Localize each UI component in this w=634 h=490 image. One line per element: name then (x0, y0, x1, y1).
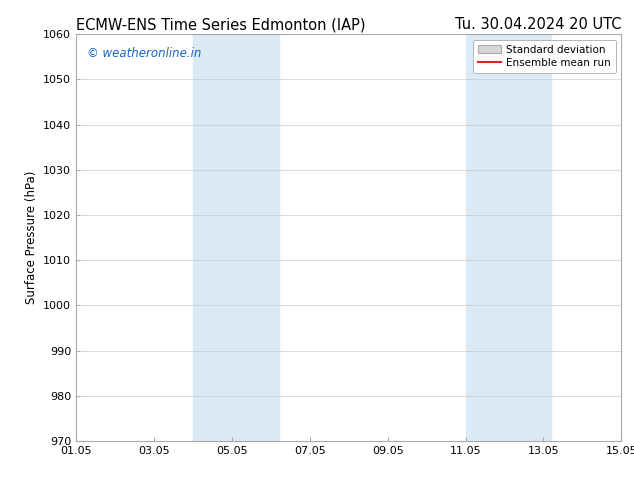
Bar (465, 34, 551, 441)
Text: Tu. 30.04.2024 20 UTC: Tu. 30.04.2024 20 UTC (455, 17, 621, 32)
Text: © weatheronline.in: © weatheronline.in (87, 47, 202, 59)
Y-axis label: Surface Pressure (hPa): Surface Pressure (hPa) (25, 171, 37, 304)
Text: ECMW-ENS Time Series Edmonton (IAP): ECMW-ENS Time Series Edmonton (IAP) (76, 17, 366, 32)
Bar (193, 34, 278, 441)
Legend: Standard deviation, Ensemble mean run: Standard deviation, Ensemble mean run (473, 40, 616, 73)
Title: ECMW-ENS Time Series Edmonton (IAP)      Tu. 30.04.2024 20 UTC: ECMW-ENS Time Series Edmonton (IAP) Tu. … (0, 489, 1, 490)
